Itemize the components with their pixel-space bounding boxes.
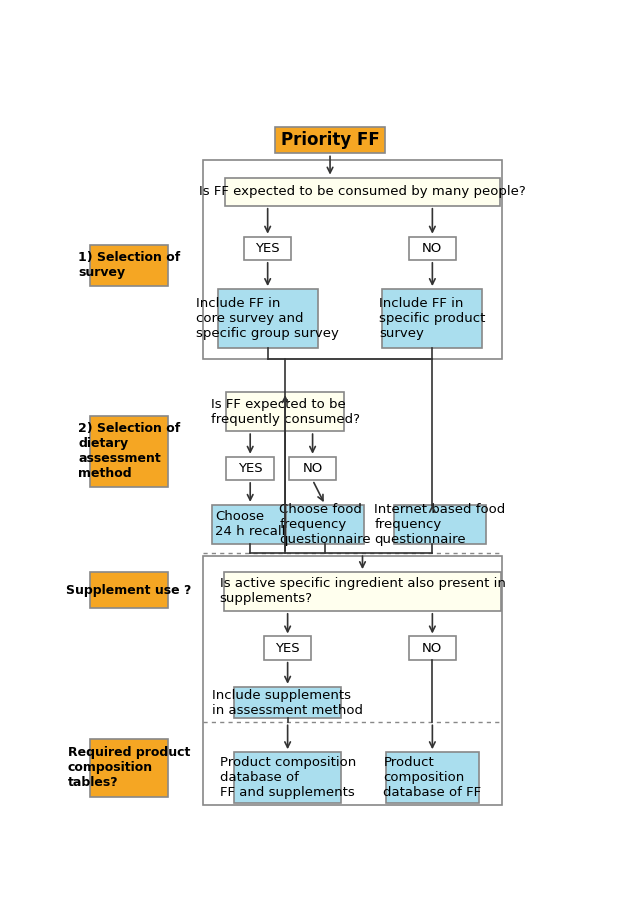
Text: Required product
composition
tables?: Required product composition tables? [68, 746, 191, 789]
FancyBboxPatch shape [289, 457, 336, 480]
FancyBboxPatch shape [227, 457, 274, 480]
FancyBboxPatch shape [224, 572, 501, 611]
Text: Choose food
frequency
questionnaire: Choose food frequency questionnaire [279, 503, 371, 546]
Text: YES: YES [276, 641, 300, 654]
Text: Internet based food
frequency
questionnaire: Internet based food frequency questionna… [374, 503, 506, 546]
Text: YES: YES [238, 462, 263, 475]
Text: Product composition
database of
FF and supplements: Product composition database of FF and s… [220, 756, 355, 800]
FancyBboxPatch shape [393, 505, 486, 544]
FancyBboxPatch shape [264, 636, 311, 660]
FancyBboxPatch shape [234, 686, 341, 719]
Text: NO: NO [422, 641, 442, 654]
FancyBboxPatch shape [218, 289, 317, 347]
Text: Include FF in
core survey and
specific group survey: Include FF in core survey and specific g… [196, 297, 339, 340]
FancyBboxPatch shape [90, 739, 168, 797]
FancyBboxPatch shape [225, 177, 500, 206]
Text: Is FF expected to be
frequently consumed?: Is FF expected to be frequently consumed… [211, 398, 359, 425]
Text: Product
composition
database of FF: Product composition database of FF [383, 756, 482, 800]
FancyBboxPatch shape [386, 752, 478, 803]
Text: Include FF in
specific product
survey: Include FF in specific product survey [379, 297, 486, 340]
Text: NO: NO [303, 462, 323, 475]
FancyBboxPatch shape [234, 752, 341, 803]
Text: 2) Selection of
dietary
assessment
method: 2) Selection of dietary assessment metho… [78, 423, 180, 481]
FancyBboxPatch shape [287, 505, 364, 544]
FancyBboxPatch shape [90, 572, 168, 608]
FancyBboxPatch shape [211, 505, 289, 544]
Text: YES: YES [256, 242, 280, 255]
FancyBboxPatch shape [275, 127, 385, 153]
FancyBboxPatch shape [383, 289, 482, 347]
FancyBboxPatch shape [244, 236, 291, 260]
Text: Priority FF: Priority FF [281, 131, 379, 149]
FancyBboxPatch shape [90, 416, 168, 487]
FancyBboxPatch shape [90, 244, 168, 286]
Text: Include supplements
in assessment method: Include supplements in assessment method [212, 688, 363, 717]
FancyBboxPatch shape [409, 636, 456, 660]
FancyBboxPatch shape [227, 392, 344, 431]
Text: NO: NO [422, 242, 442, 255]
FancyBboxPatch shape [409, 236, 456, 260]
Text: Is active specific ingredient also present in
supplements?: Is active specific ingredient also prese… [220, 577, 506, 606]
Text: Choose
24 h recall: Choose 24 h recall [215, 510, 285, 539]
Text: Supplement use ?: Supplement use ? [66, 584, 192, 596]
Text: Is FF expected to be consumed by many people?: Is FF expected to be consumed by many pe… [199, 185, 526, 199]
Text: 1) Selection of
survey: 1) Selection of survey [78, 251, 180, 279]
